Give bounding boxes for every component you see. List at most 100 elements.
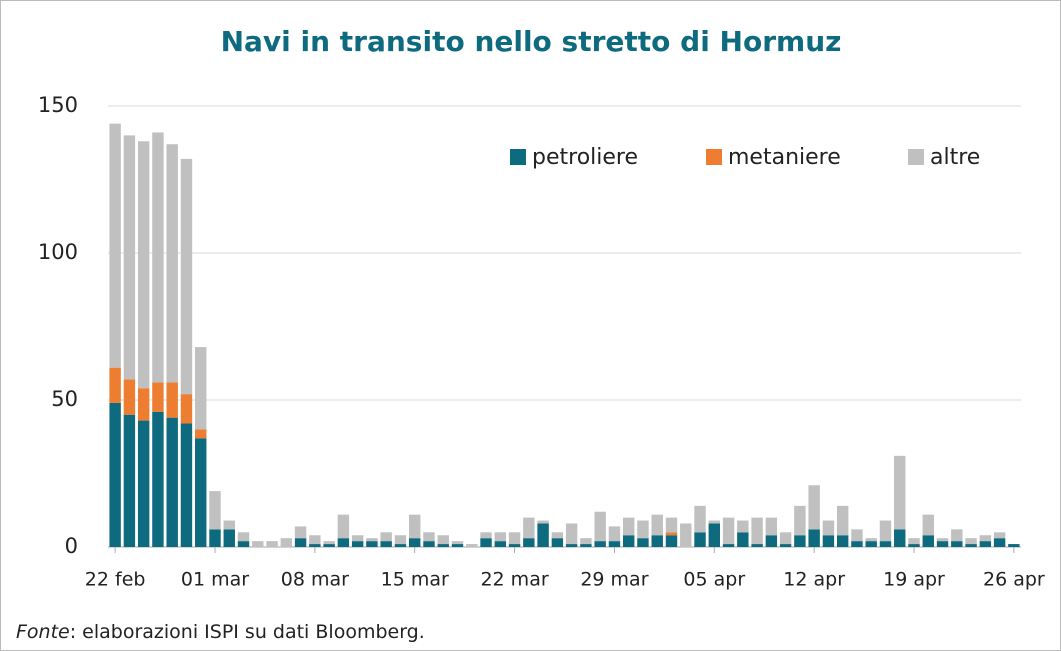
bar-segment bbox=[879, 541, 892, 547]
bar-segment bbox=[765, 517, 778, 536]
bar-segment bbox=[951, 529, 963, 542]
bar-segment bbox=[480, 532, 492, 539]
bar-segment bbox=[822, 520, 835, 536]
bar-segment bbox=[137, 141, 150, 389]
bar-segment bbox=[922, 514, 934, 536]
bar-segment bbox=[751, 544, 763, 547]
bar-segment bbox=[722, 517, 735, 545]
bar-segment bbox=[922, 535, 934, 547]
bar-segment bbox=[665, 532, 678, 536]
legend-label: metaniere bbox=[728, 145, 841, 170]
bar-segment bbox=[166, 417, 178, 547]
bar-segment bbox=[836, 535, 849, 547]
bar-segment bbox=[808, 529, 820, 547]
bar-segment bbox=[237, 532, 250, 542]
bar-segment bbox=[565, 544, 578, 547]
bar-segment bbox=[152, 382, 164, 412]
bar-segment bbox=[351, 535, 364, 542]
bar-segment bbox=[380, 541, 392, 547]
bar-segment bbox=[309, 535, 321, 545]
bar-segment bbox=[765, 535, 778, 547]
bar-segment bbox=[294, 526, 307, 539]
bar-segment bbox=[708, 520, 720, 524]
bar-segment bbox=[779, 544, 792, 547]
bar-segment bbox=[152, 132, 164, 383]
bar-segment bbox=[908, 544, 920, 547]
bar-segment bbox=[737, 532, 749, 547]
bar-segment bbox=[622, 535, 635, 547]
bar-segment bbox=[423, 532, 435, 542]
bar-segment bbox=[366, 538, 378, 542]
bar-segment bbox=[965, 544, 977, 547]
bar-segment bbox=[123, 414, 136, 547]
bar-segment bbox=[323, 541, 335, 545]
bar-segment bbox=[180, 158, 193, 395]
bar-segment bbox=[466, 544, 478, 547]
bar-segment bbox=[865, 538, 877, 542]
bar-segment bbox=[123, 379, 136, 415]
bar-segment bbox=[836, 505, 849, 536]
bar-segment bbox=[394, 535, 407, 545]
bar-segment bbox=[751, 517, 763, 545]
bar-segment bbox=[665, 517, 678, 533]
bar-segment bbox=[608, 541, 621, 547]
bar-segment bbox=[451, 544, 464, 547]
bar-segment bbox=[266, 541, 278, 547]
bar-segment bbox=[195, 429, 207, 439]
bar-segment bbox=[351, 541, 364, 547]
bar-segment bbox=[622, 517, 635, 536]
x-tick-label: 08 mar bbox=[281, 569, 349, 591]
bar-segment bbox=[979, 541, 992, 547]
bar-segment bbox=[1008, 544, 1020, 547]
bar-segment bbox=[908, 538, 920, 545]
bar-segment bbox=[979, 535, 992, 542]
bar-segment bbox=[494, 532, 507, 542]
x-tick-label: 19 apr bbox=[883, 569, 945, 591]
bar-segment bbox=[608, 526, 621, 542]
source-text: : elaborazioni ISPI su dati Bloomberg. bbox=[70, 621, 425, 643]
bar-segment bbox=[936, 541, 949, 547]
y-tick-label: 50 bbox=[51, 387, 78, 411]
bar-segment bbox=[409, 538, 421, 547]
bar-segment bbox=[551, 538, 564, 547]
bar-segment bbox=[180, 394, 193, 424]
bar-segment bbox=[637, 538, 649, 547]
source: Fonte: elaborazioni ISPI su dati Bloombe… bbox=[16, 621, 425, 643]
bar-segment bbox=[565, 523, 578, 545]
bar-segment bbox=[137, 388, 150, 421]
bar-segment bbox=[451, 541, 464, 545]
bar-segment bbox=[993, 538, 1006, 547]
bar-segment bbox=[294, 538, 307, 547]
bar-segment bbox=[680, 523, 692, 547]
bar-segment bbox=[551, 532, 564, 539]
bar-segment bbox=[437, 544, 449, 547]
bar-segment bbox=[523, 517, 535, 539]
bar-segment bbox=[323, 544, 335, 547]
legend-swatch bbox=[706, 149, 722, 165]
bar-segment bbox=[337, 538, 350, 547]
bar-segment bbox=[480, 538, 492, 547]
bar-segment bbox=[380, 532, 392, 542]
bar-segment bbox=[508, 544, 521, 547]
bar-segment bbox=[137, 420, 150, 547]
bar-segment bbox=[523, 538, 535, 547]
bar-segment bbox=[209, 491, 221, 530]
bar-segment bbox=[494, 541, 507, 547]
bar-segment bbox=[394, 544, 407, 547]
bar-segment bbox=[195, 347, 207, 430]
bar-segment bbox=[808, 485, 820, 530]
legend-swatch bbox=[908, 149, 924, 165]
bar-segment bbox=[651, 514, 663, 536]
bar-segment bbox=[865, 541, 877, 547]
x-tick-label: 15 mar bbox=[381, 569, 449, 591]
bar-segment bbox=[109, 402, 121, 547]
bar-segment bbox=[894, 529, 906, 547]
bar-segment bbox=[594, 541, 606, 547]
bar-segment bbox=[794, 535, 806, 547]
bar-segment bbox=[894, 455, 906, 530]
bar-segment bbox=[437, 535, 449, 545]
bar-segment bbox=[936, 538, 949, 542]
bar-segment bbox=[180, 423, 193, 547]
bar-segment bbox=[409, 514, 421, 539]
